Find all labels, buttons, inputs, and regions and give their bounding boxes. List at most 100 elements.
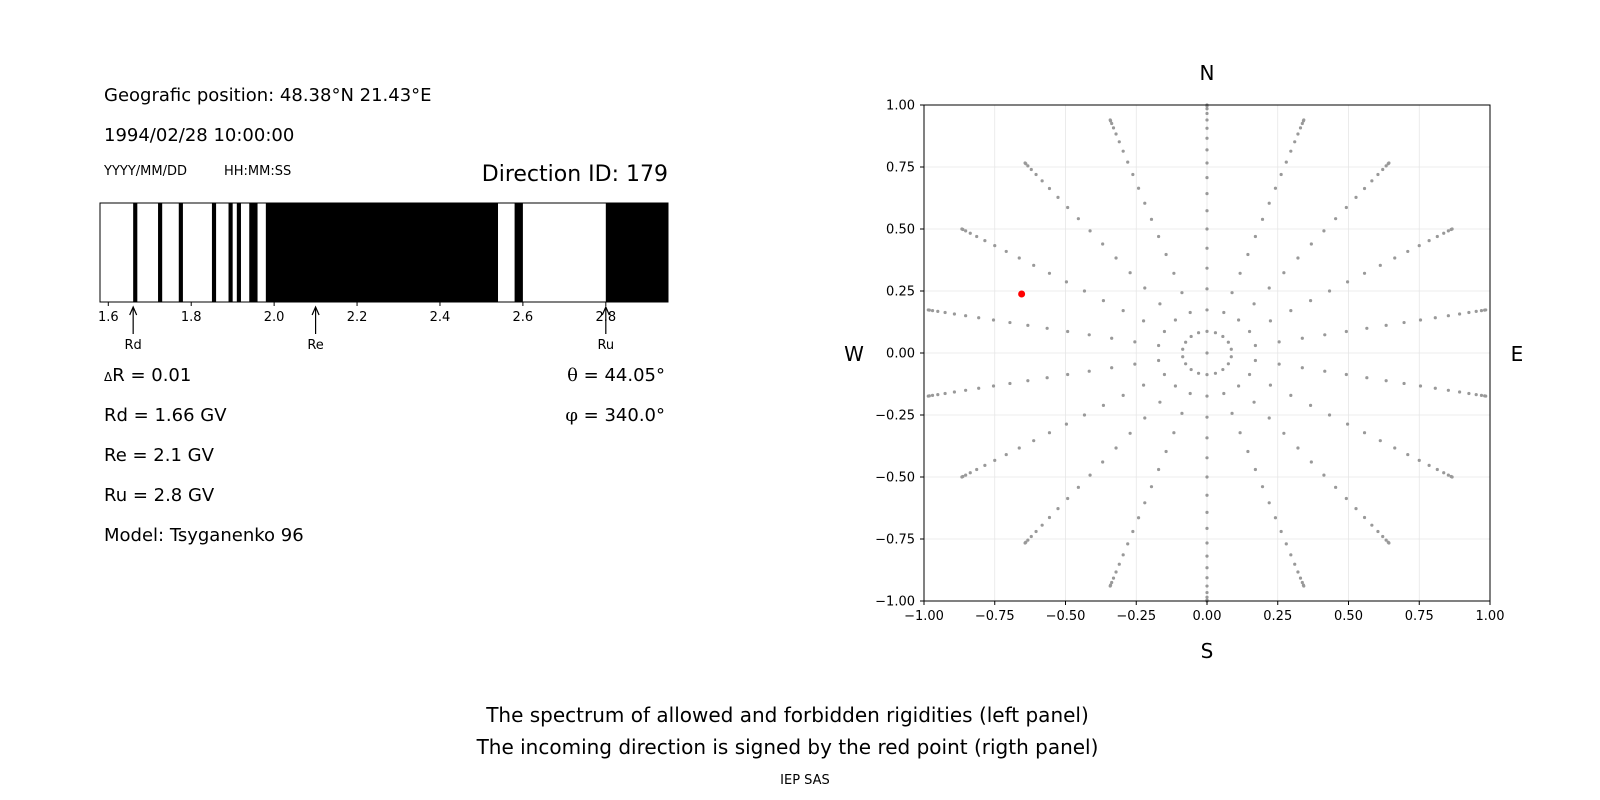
grid-point-89 bbox=[1164, 252, 1168, 257]
grid-point-320 bbox=[926, 308, 930, 312]
grid-point-188 bbox=[1284, 542, 1288, 546]
grid-point-40 bbox=[1277, 340, 1281, 344]
marker-arrowhead-ru bbox=[601, 305, 610, 316]
grid-point-45 bbox=[1205, 415, 1209, 419]
grid-point-88 bbox=[1128, 271, 1132, 275]
grid-point-307 bbox=[1302, 118, 1306, 122]
grid-point-186 bbox=[1406, 452, 1410, 457]
grid-point-199 bbox=[1289, 149, 1293, 153]
grid-point-286 bbox=[1026, 164, 1030, 168]
x-tick-label-5: 0.25 bbox=[1263, 609, 1292, 624]
grid-point-192 bbox=[1004, 452, 1008, 457]
grid-point-166 bbox=[1418, 318, 1423, 322]
grid-point-75 bbox=[1308, 298, 1313, 303]
grid-point-25 bbox=[1236, 384, 1241, 388]
grid-point-104 bbox=[1066, 329, 1070, 334]
forbidden-band-9 bbox=[605, 203, 668, 302]
grid-point-237 bbox=[1435, 234, 1439, 239]
grid-point-312 bbox=[1450, 475, 1454, 479]
grid-point-196 bbox=[1056, 195, 1060, 199]
spectrum-tick-label-5: 2.6 bbox=[513, 310, 534, 325]
grid-point-105 bbox=[1082, 289, 1087, 293]
grid-point-6 bbox=[1226, 362, 1230, 366]
grid-point-145 bbox=[1273, 186, 1278, 190]
grid-point-47 bbox=[1158, 400, 1162, 404]
grid-point-200 bbox=[1362, 186, 1367, 191]
grid-point-44 bbox=[1230, 411, 1234, 415]
grid-point-310 bbox=[1484, 308, 1488, 312]
grid-point-62 bbox=[1238, 431, 1242, 435]
grid-point-163 bbox=[1279, 172, 1283, 177]
x-tick-label-2: −0.50 bbox=[1046, 609, 1086, 624]
grid-point-254 bbox=[1381, 167, 1385, 172]
grid-point-282 bbox=[964, 473, 968, 477]
time-format-label: HH:MM:SS bbox=[224, 164, 292, 179]
grid-point-106 bbox=[1114, 256, 1118, 260]
ru-value: Ru = 2.8 GV bbox=[104, 485, 215, 506]
compass-west: W bbox=[844, 342, 864, 366]
grid-point-123 bbox=[1064, 280, 1069, 284]
grid-point-35 bbox=[1188, 310, 1192, 315]
grid-point-135 bbox=[1205, 510, 1209, 515]
grid-point-126 bbox=[1205, 191, 1209, 196]
grid-point-227 bbox=[1040, 523, 1044, 527]
grid-point-11 bbox=[1189, 367, 1193, 372]
grid-point-267 bbox=[968, 231, 972, 235]
grid-point-71 bbox=[1172, 271, 1176, 275]
grid-point-159 bbox=[1032, 263, 1036, 267]
grid-point-300 bbox=[961, 474, 965, 479]
grid-point-117 bbox=[1205, 493, 1209, 497]
grid-point-317 bbox=[1023, 541, 1027, 545]
grid-point-260 bbox=[1298, 576, 1303, 580]
grid-point-240 bbox=[1435, 467, 1439, 472]
grid-point-172 bbox=[1131, 529, 1135, 534]
marker-label-ru: Ru bbox=[597, 338, 614, 353]
grid-point-7 bbox=[1221, 367, 1225, 372]
grid-point-65 bbox=[1143, 416, 1147, 420]
grid-point-225 bbox=[1205, 576, 1209, 580]
grid-point-38 bbox=[1252, 302, 1256, 306]
grid-point-167 bbox=[1418, 384, 1423, 388]
grid-point-306 bbox=[1205, 103, 1209, 107]
grid-point-23 bbox=[1253, 358, 1257, 363]
grid-point-262 bbox=[1111, 576, 1116, 580]
caption-line-2: The incoming direction is signed by the … bbox=[476, 735, 1099, 759]
grid-point-170 bbox=[1279, 529, 1283, 534]
grid-point-119 bbox=[1101, 460, 1105, 464]
grid-point-99 bbox=[1205, 475, 1209, 479]
grid-point-269 bbox=[1111, 126, 1116, 130]
grid-point-64 bbox=[1172, 431, 1176, 435]
grid-point-140 bbox=[1026, 323, 1030, 327]
grid-point-201 bbox=[1417, 244, 1421, 248]
spectrum-tick-label-3: 2.2 bbox=[347, 310, 368, 325]
grid-point-205 bbox=[1362, 515, 1367, 520]
grid-point-36 bbox=[1205, 287, 1209, 291]
grid-point-250 bbox=[1034, 172, 1038, 177]
grid-point-98 bbox=[1253, 467, 1257, 472]
spectrum-tick-label-0: 1.6 bbox=[98, 310, 119, 325]
grid-point-101 bbox=[1114, 446, 1118, 450]
scatter-frame bbox=[923, 104, 1491, 602]
grid-point-70 bbox=[1143, 286, 1147, 290]
grid-point-155 bbox=[1076, 485, 1080, 489]
grid-point-316 bbox=[1108, 584, 1112, 588]
grid-point-79 bbox=[1282, 431, 1286, 435]
grid-point-139 bbox=[1026, 379, 1030, 383]
grid-point-103 bbox=[1066, 372, 1070, 377]
grid-point-76 bbox=[1323, 333, 1327, 337]
grid-point-80 bbox=[1246, 449, 1250, 454]
direction-id: Direction ID: 179 bbox=[481, 162, 668, 187]
grid-point-221 bbox=[1457, 390, 1462, 394]
grid-point-83 bbox=[1128, 431, 1132, 435]
grid-point-248 bbox=[943, 310, 947, 315]
grid-point-32 bbox=[1157, 343, 1161, 348]
x-tick-label-8: 1.00 bbox=[1476, 609, 1505, 624]
forbidden-band-7 bbox=[265, 203, 499, 302]
grid-point-3 bbox=[1226, 340, 1230, 344]
grid-point-77 bbox=[1323, 369, 1327, 373]
grid-point-18 bbox=[1205, 308, 1209, 312]
grid-point-131 bbox=[1384, 379, 1388, 383]
grid-point-5 bbox=[1229, 355, 1233, 359]
grid-point-17 bbox=[1196, 331, 1201, 335]
grid-point-171 bbox=[1205, 541, 1209, 545]
